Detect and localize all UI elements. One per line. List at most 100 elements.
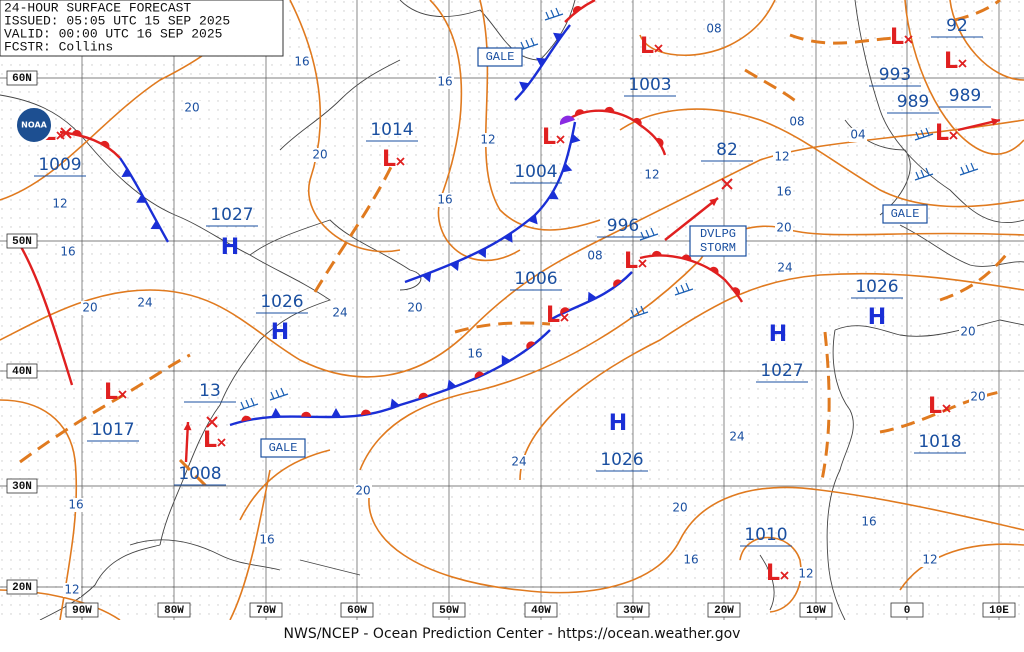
storm-label: DVLPG bbox=[700, 227, 736, 241]
low-center: L bbox=[640, 34, 654, 59]
pressure-label: 1027 bbox=[760, 361, 803, 381]
front-triangle bbox=[271, 407, 282, 418]
pressure-label: 1026 bbox=[260, 292, 303, 312]
trough-red bbox=[18, 244, 74, 386]
arrow-head bbox=[183, 422, 192, 431]
low-center: L bbox=[542, 125, 556, 150]
lon-label: 0 bbox=[904, 605, 911, 617]
low-x bbox=[942, 404, 951, 413]
isobar-label: 20 bbox=[184, 101, 199, 115]
low-x bbox=[638, 259, 647, 268]
front-triangle bbox=[528, 214, 538, 225]
front-semicircle bbox=[360, 409, 371, 416]
lat-label-box bbox=[6, 70, 38, 86]
lon-label-box bbox=[982, 602, 1016, 618]
front-semicircle bbox=[560, 307, 570, 315]
pressure-label: 989 bbox=[897, 92, 929, 112]
front-triangle bbox=[136, 193, 147, 203]
isobar-label-bg bbox=[136, 296, 154, 310]
low-center: L bbox=[546, 303, 560, 328]
front-semicircle bbox=[474, 371, 485, 379]
isobar-label-bg bbox=[258, 533, 276, 547]
pressure-label: 1017 bbox=[91, 420, 134, 440]
front-triangle bbox=[477, 247, 487, 259]
wind-barb bbox=[674, 282, 694, 296]
front-semicircle bbox=[681, 254, 692, 261]
front-semicircle bbox=[632, 117, 642, 126]
front-triangle bbox=[501, 355, 511, 366]
lon-label: 30W bbox=[623, 605, 643, 617]
isobar-label: 12 bbox=[922, 553, 937, 567]
lat-label-box bbox=[6, 579, 38, 595]
isobar-label: 20 bbox=[776, 221, 791, 235]
low-x bbox=[217, 438, 226, 447]
pressure-label: 996 bbox=[607, 216, 639, 236]
labels: 60N 50N 40N 30N 20N 90W 80W 70W 60W 50W 40W 30W 20W 1… bbox=[6, 16, 1016, 618]
lon-label-box bbox=[890, 602, 924, 618]
front-triangle bbox=[553, 32, 564, 42]
header-line: FCSTR: Collins bbox=[4, 39, 113, 54]
high-center: H bbox=[271, 320, 289, 345]
isobar-label-bg bbox=[510, 455, 528, 469]
gale-box bbox=[260, 438, 306, 458]
lon-label: 80W bbox=[164, 605, 184, 617]
low-center: L bbox=[104, 380, 118, 405]
isobar-label: 16 bbox=[437, 193, 452, 207]
low-x bbox=[949, 131, 958, 140]
isobar-label-bg bbox=[728, 430, 746, 444]
isobar-label-bg bbox=[293, 55, 311, 69]
isobar-label-bg bbox=[354, 484, 372, 498]
isobar-label: 20 bbox=[970, 390, 985, 404]
isobar-label: 20 bbox=[82, 301, 97, 315]
wind-barb bbox=[629, 305, 649, 319]
front-triangle bbox=[390, 398, 400, 409]
isobar-label: 04 bbox=[850, 128, 865, 142]
lon-label-box bbox=[524, 602, 558, 618]
isobar-label: 12 bbox=[774, 150, 789, 164]
low-center: L bbox=[766, 561, 780, 586]
front-semicircle bbox=[655, 137, 664, 147]
isobar-label-bg bbox=[466, 347, 484, 361]
isobar-label-bg bbox=[59, 245, 77, 259]
isobar-label-bg bbox=[776, 261, 794, 275]
isobar-label: 08 bbox=[789, 115, 804, 129]
map-background bbox=[0, 0, 1024, 620]
isobar-label: 12 bbox=[52, 197, 67, 211]
pressure-label: 1026 bbox=[855, 277, 898, 297]
gale-label: GALE bbox=[269, 441, 298, 455]
lon-label: 10E bbox=[989, 605, 1009, 617]
isobar-label: 16 bbox=[683, 553, 698, 567]
front-triangle bbox=[331, 407, 342, 418]
lon-label-box bbox=[707, 602, 741, 618]
header-line: ISSUED: 05:05 UTC 15 SEP 2025 bbox=[4, 13, 230, 28]
isobar-label-bg bbox=[183, 101, 201, 115]
isobar-label: 08 bbox=[587, 249, 602, 263]
isobar-label: 16 bbox=[68, 498, 83, 512]
front-triangle bbox=[570, 133, 581, 144]
pressure-label: 1010 bbox=[744, 525, 787, 545]
isobar-label-bg bbox=[643, 168, 661, 182]
isobar-label-bg bbox=[671, 501, 689, 515]
isobar-label: 20 bbox=[355, 484, 370, 498]
low-x bbox=[958, 59, 967, 68]
storm-label: STORM bbox=[700, 241, 736, 255]
isobar-label: 16 bbox=[437, 75, 452, 89]
isobar-label-bg bbox=[969, 390, 987, 404]
low-x bbox=[904, 35, 913, 44]
front-line bbox=[549, 271, 633, 322]
lat-label: 40N bbox=[12, 366, 32, 378]
front-semicircle bbox=[604, 106, 615, 113]
x-mark bbox=[60, 127, 72, 139]
front-triangle bbox=[121, 168, 132, 178]
front-triangle bbox=[548, 190, 559, 200]
wind-barb bbox=[519, 37, 539, 51]
front-semicircle bbox=[613, 279, 622, 288]
isobar-label-bg bbox=[63, 583, 81, 597]
front-semicircle bbox=[574, 109, 585, 116]
pressure-label: 82 bbox=[716, 140, 738, 160]
isobar-label-bg bbox=[51, 197, 69, 211]
low-center: L bbox=[928, 394, 942, 419]
lon-label-box bbox=[432, 602, 466, 618]
isobar-label: 16 bbox=[861, 515, 876, 529]
